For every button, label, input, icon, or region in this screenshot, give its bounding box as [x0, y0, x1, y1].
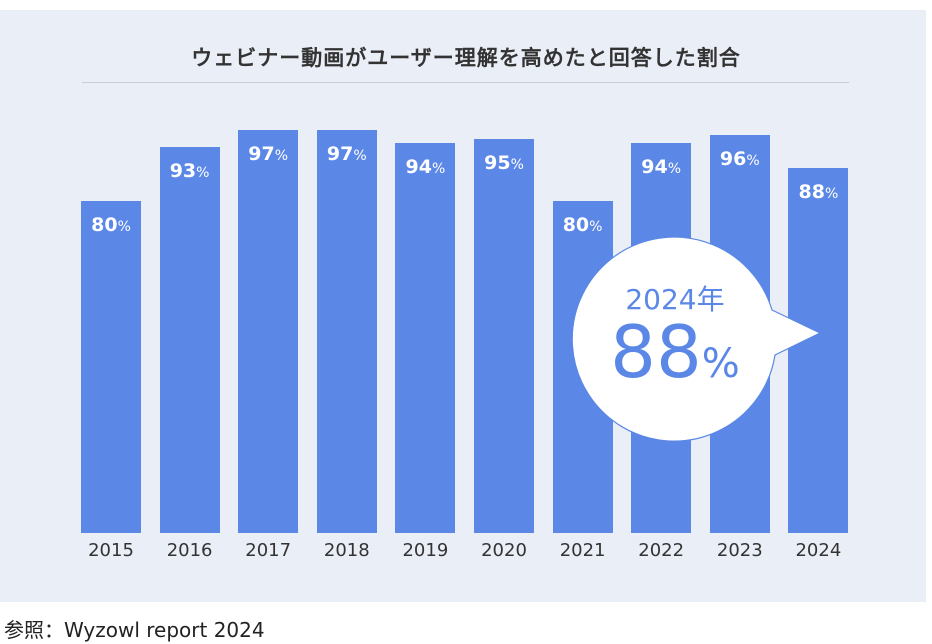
data-label-unit: %	[510, 156, 524, 173]
bar-2016	[159, 147, 220, 533]
data-label-unit: %	[746, 152, 760, 169]
x-tick-label: 2021	[559, 540, 606, 561]
x-tick-label: 2019	[402, 540, 449, 561]
callout-value: 88%	[570, 310, 780, 394]
bar-2019	[395, 142, 456, 533]
bar-2020	[474, 138, 534, 533]
x-tick-label: 2023	[716, 540, 763, 561]
data-label-unit: %	[589, 219, 603, 235]
data-label-value: 94	[641, 155, 668, 178]
data-label: 94%	[631, 156, 691, 178]
data-label: 88%	[788, 181, 848, 203]
data-label-unit: %	[353, 148, 367, 165]
data-label-value: 95	[484, 151, 511, 174]
bar-2024	[788, 167, 849, 533]
data-label-value: 97	[248, 143, 275, 166]
x-tick-label: 2020	[481, 540, 527, 561]
data-label: 97%	[238, 143, 298, 165]
data-label-value: 80	[91, 214, 118, 236]
data-label-value: 88	[798, 180, 825, 203]
x-tick-label: 2016	[166, 540, 213, 561]
data-label: 94%	[395, 156, 455, 178]
data-label-unit: %	[824, 185, 839, 202]
data-label: 80%	[81, 214, 141, 236]
data-label-unit: %	[117, 219, 131, 235]
data-label-value: 93	[169, 160, 197, 183]
data-label: 80%	[553, 214, 613, 236]
x-tick-label: 2024	[795, 540, 842, 561]
data-label-value: 97	[326, 143, 354, 166]
data-label: 97%	[317, 143, 377, 165]
x-tick-label: 2018	[323, 540, 370, 561]
chart-panel	[0, 10, 926, 602]
data-label-value: 96	[719, 147, 747, 170]
x-tick-label: 2015	[88, 540, 134, 561]
data-label-value: 94	[405, 155, 432, 178]
chart-title: ウェビナー動画がユーザー理解を高めたと回答した割合	[191, 46, 741, 70]
bar-2015	[81, 201, 141, 533]
data-label-unit: %	[274, 148, 289, 165]
title-divider	[82, 82, 849, 83]
callout-unit: %	[701, 341, 740, 387]
x-tick-label: 2017	[245, 540, 292, 561]
callout-number: 88	[610, 310, 702, 394]
data-label: 96%	[710, 148, 770, 170]
data-label-unit: %	[667, 160, 682, 177]
callout-year: 2024年	[625, 283, 725, 316]
source-note: 参照：Wyzowl report 2024	[4, 618, 265, 642]
data-label-unit: %	[196, 165, 210, 182]
data-label-unit: %	[431, 160, 446, 177]
bar-2017	[238, 130, 299, 533]
bar-2018	[316, 130, 377, 533]
x-tick-label: 2022	[638, 540, 685, 561]
data-label: 95%	[474, 152, 534, 174]
data-label: 93%	[160, 160, 220, 182]
data-label-value: 80	[562, 214, 590, 236]
